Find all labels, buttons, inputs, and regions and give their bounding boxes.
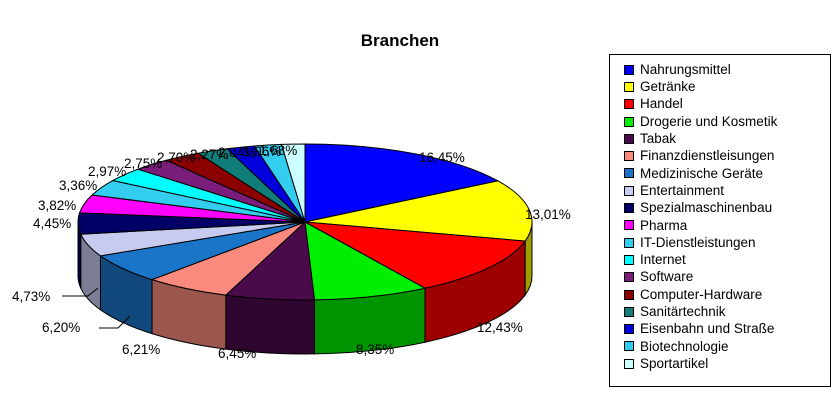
pie-data-label: 12,43%	[477, 320, 523, 335]
legend-swatch-icon	[624, 151, 634, 162]
legend-swatch-icon	[624, 306, 634, 317]
legend-item-label: Biotechnologie	[640, 338, 729, 354]
chart-title: Branchen	[360, 31, 440, 50]
legend-item-label: Sportartikel	[640, 355, 709, 371]
legend-item[interactable]: Finanzdienstleisungen	[624, 147, 830, 164]
pie-data-label: 2,75%	[124, 156, 163, 171]
legend-item-label: Software	[640, 269, 694, 285]
legend-item-label: Computer-Hardware	[640, 286, 763, 302]
legend-item[interactable]: IT-Dienstleistungen	[624, 234, 830, 251]
pie-data-label: 16,45%	[419, 150, 465, 165]
legend-item[interactable]: Eisenbahn und Straße	[624, 320, 830, 337]
legend-swatch-icon	[624, 99, 634, 110]
pie-plot-area: 16,45% 13,01% 12,43% 8,35% 6,45% 6,21% 6,20% 4,…	[0, 120, 600, 380]
legend-item[interactable]: Drogerie und Kosmetik	[624, 113, 830, 130]
legend-item[interactable]: Biotechnologie	[624, 338, 830, 355]
chart-legend: Nahrungsmittel Getränke Handel Drogerie und…	[609, 54, 831, 387]
pie-data-label: 6,20%	[42, 320, 81, 335]
pie-data-label: 13,01%	[525, 207, 571, 222]
legend-item-label: Eisenbahn und Straße	[640, 321, 775, 337]
pie-data-label: 3,36%	[59, 178, 98, 193]
pie-data-label: 6,21%	[122, 342, 161, 357]
legend-swatch-icon	[624, 168, 634, 179]
legend-item-label: Finanzdienstleisungen	[640, 148, 775, 164]
legend-item[interactable]: Getränke	[624, 78, 830, 95]
pie-svg	[77, 143, 533, 355]
pie-data-label: 2,04%	[218, 145, 257, 160]
legend-swatch-icon	[624, 220, 634, 231]
legend-swatch-icon	[624, 341, 634, 352]
legend-swatch-icon	[624, 116, 634, 127]
pie-data-label: 1,96%	[243, 144, 282, 159]
legend-item[interactable]: Spezialmaschinenbau	[624, 199, 830, 216]
legend-swatch-icon	[624, 64, 634, 75]
pie-data-label: 8,35%	[356, 342, 395, 357]
pie-data-label: 2,27%	[190, 147, 229, 162]
legend-item-label: Drogerie und Kosmetik	[640, 113, 778, 129]
pie-slice[interactable]	[304, 180, 533, 242]
legend-item[interactable]: Entertainment	[624, 182, 830, 199]
legend-item[interactable]: Tabak	[624, 130, 830, 147]
legend-swatch-icon	[624, 324, 634, 335]
legend-item-label: Sanitärtechnik	[640, 304, 726, 320]
legend-swatch-icon	[624, 272, 634, 283]
legend-swatch-icon	[624, 81, 634, 92]
legend-item[interactable]: Computer-Hardware	[624, 286, 830, 303]
legend-item[interactable]: Internet	[624, 251, 830, 268]
legend-item[interactable]: Sanitärtechnik	[624, 303, 830, 320]
legend-swatch-icon	[624, 185, 634, 196]
pie-data-label: 2,70%	[157, 150, 196, 165]
legend-item-label: Entertainment	[640, 182, 725, 198]
pie-data-label: 4,73%	[12, 289, 51, 304]
pie-slice[interactable]	[304, 221, 427, 301]
legend-swatch-icon	[624, 133, 634, 144]
pie-slice[interactable]	[304, 221, 527, 289]
legend-item[interactable]: Software	[624, 269, 830, 286]
pie-data-label: 1,68%	[259, 143, 298, 158]
legend-item-label: Nahrungsmittel	[640, 61, 731, 77]
legend-item-label: Spezialmaschinenbau	[640, 200, 773, 216]
legend-item-label: Getränke	[640, 79, 696, 95]
legend-item[interactable]: Sportartikel	[624, 355, 830, 372]
legend-swatch-icon	[624, 358, 634, 369]
pie-data-label: 2,97%	[88, 164, 127, 179]
pie-data-label: 4,45%	[33, 216, 72, 231]
legend-item[interactable]: Nahrungsmittel	[624, 61, 830, 78]
legend-item-label: IT-Dienstleistungen	[640, 234, 756, 250]
legend-item[interactable]: Handel	[624, 96, 830, 113]
legend-swatch-icon	[624, 289, 634, 300]
pie-data-label: 6,45%	[218, 346, 257, 361]
pie-slice[interactable]	[304, 143, 500, 223]
legend-item[interactable]: Pharma	[624, 217, 830, 234]
legend-swatch-icon	[624, 203, 634, 214]
pie-slice[interactable]	[280, 143, 306, 223]
legend-item-label: Internet	[640, 252, 686, 268]
legend-item[interactable]: Medizinische Geräte	[624, 165, 830, 182]
legend-item-label: Tabak	[640, 131, 677, 147]
pie-data-label: 3,82%	[38, 198, 77, 213]
legend-item-label: Handel	[640, 96, 683, 112]
legend-item-label: Medizinische Geräte	[640, 165, 764, 181]
legend-swatch-icon	[624, 254, 634, 265]
legend-swatch-icon	[624, 237, 634, 248]
legend-item-label: Pharma	[640, 217, 688, 233]
